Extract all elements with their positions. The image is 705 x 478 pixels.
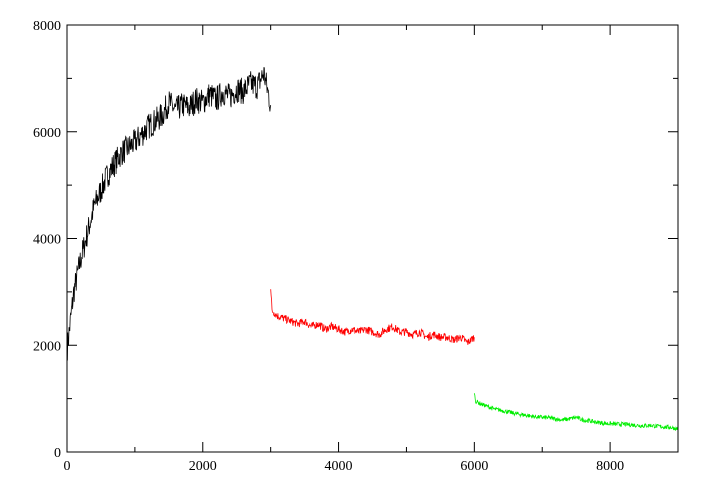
series-line-3 bbox=[473, 393, 679, 431]
y-tick-label: 0 bbox=[54, 446, 61, 461]
series-line-2 bbox=[270, 289, 475, 345]
y-tick-label: 4000 bbox=[33, 233, 61, 248]
x-tick-label: 0 bbox=[64, 459, 71, 474]
x-tick-label: 4000 bbox=[325, 459, 353, 474]
series-layer bbox=[66, 67, 679, 431]
plot-frame bbox=[66, 24, 679, 453]
series-line-1 bbox=[66, 67, 272, 361]
x-tick-label: 6000 bbox=[460, 459, 488, 474]
y-tick-label: 8000 bbox=[33, 19, 61, 34]
y-tick-label: 6000 bbox=[33, 126, 61, 141]
y-tick-label: 2000 bbox=[33, 339, 61, 354]
x-tick-label: 2000 bbox=[189, 459, 217, 474]
ticks-layer: 0 2000 4000 6000 8000 0 2000 4000 6000 8000 bbox=[33, 19, 679, 474]
x-tick-label: 8000 bbox=[596, 459, 624, 474]
